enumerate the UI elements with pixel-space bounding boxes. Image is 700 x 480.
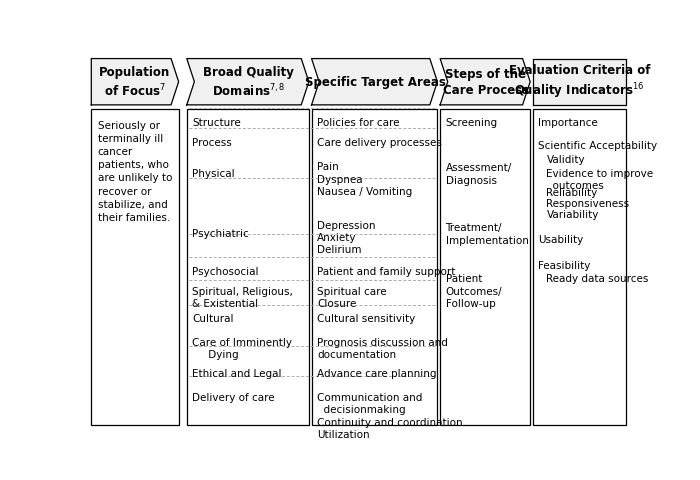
Text: Seriously or
terminally ill
cancer
patients, who
are unlikely to
recover or
stab: Seriously or terminally ill cancer patie… xyxy=(98,120,172,223)
Text: Spiritual, Religious,
& Existential: Spiritual, Religious, & Existential xyxy=(193,287,293,309)
Bar xyxy=(187,109,309,425)
Text: Patient
Outcomes/
Follow-up: Patient Outcomes/ Follow-up xyxy=(446,274,502,309)
Text: Validity: Validity xyxy=(547,155,585,165)
Polygon shape xyxy=(312,60,438,106)
Text: Structure: Structure xyxy=(193,118,241,128)
Text: Scientific Acceptability: Scientific Acceptability xyxy=(538,141,657,151)
Text: Treatment/
Implementation: Treatment/ Implementation xyxy=(446,223,528,245)
Text: Ethical and Legal: Ethical and Legal xyxy=(193,368,281,378)
Text: Reliability: Reliability xyxy=(547,188,598,198)
Polygon shape xyxy=(187,60,309,106)
Text: Population
of Focus$^7$: Population of Focus$^7$ xyxy=(99,66,171,99)
Text: Assessment/
Diagnosis: Assessment/ Diagnosis xyxy=(446,163,512,185)
Text: Feasibility: Feasibility xyxy=(538,260,591,270)
Text: Ready data sources: Ready data sources xyxy=(547,274,649,284)
Text: Screening: Screening xyxy=(446,118,498,128)
Polygon shape xyxy=(533,60,626,106)
Text: Advance care planning: Advance care planning xyxy=(317,368,437,378)
Text: Responsiveness: Responsiveness xyxy=(547,199,629,209)
Bar xyxy=(440,109,530,425)
Bar xyxy=(533,109,626,425)
Text: Specific Target Areas: Specific Target Areas xyxy=(304,76,446,89)
Text: Care of Imminently
     Dying: Care of Imminently Dying xyxy=(193,337,292,360)
Text: Broad Quality
Domains$^{7,8}$: Broad Quality Domains$^{7,8}$ xyxy=(203,66,294,99)
Text: Care delivery processes: Care delivery processes xyxy=(317,138,442,148)
Text: Steps of the
Care Process: Steps of the Care Process xyxy=(443,68,529,97)
Text: Policies for care: Policies for care xyxy=(317,118,400,128)
Polygon shape xyxy=(91,60,178,106)
Bar xyxy=(312,109,438,425)
Text: Variability: Variability xyxy=(547,209,598,219)
Text: Prognosis discussion and
documentation: Prognosis discussion and documentation xyxy=(317,337,448,360)
Text: Psychosocial: Psychosocial xyxy=(193,266,259,276)
Text: Patient and family support: Patient and family support xyxy=(317,266,456,276)
Text: Importance: Importance xyxy=(538,118,598,128)
Text: Evaluation Criteria of
Quality Indicators$^{16}$: Evaluation Criteria of Quality Indicator… xyxy=(509,64,650,101)
Text: Cultural: Cultural xyxy=(193,314,234,324)
Text: Evidence to improve
  outcomes: Evidence to improve outcomes xyxy=(547,168,654,191)
Text: Spiritual care
Closure: Spiritual care Closure xyxy=(317,287,386,309)
Text: Psychiatric: Psychiatric xyxy=(193,228,249,239)
Text: Communication and
  decisionmaking
Continuity and coordination
Utilization: Communication and decisionmaking Continu… xyxy=(317,392,463,439)
Bar xyxy=(91,109,178,425)
Text: Cultural sensitivity: Cultural sensitivity xyxy=(317,314,415,324)
Polygon shape xyxy=(440,60,530,106)
Text: Delivery of care: Delivery of care xyxy=(193,392,275,402)
Text: Process: Process xyxy=(193,138,232,148)
Text: Pain
Dyspnea
Nausea / Vomiting: Pain Dyspnea Nausea / Vomiting xyxy=(317,162,412,196)
Text: Usability: Usability xyxy=(538,235,584,245)
Text: Physical: Physical xyxy=(193,168,235,179)
Text: Depression
Anxiety
Delirium: Depression Anxiety Delirium xyxy=(317,220,375,255)
